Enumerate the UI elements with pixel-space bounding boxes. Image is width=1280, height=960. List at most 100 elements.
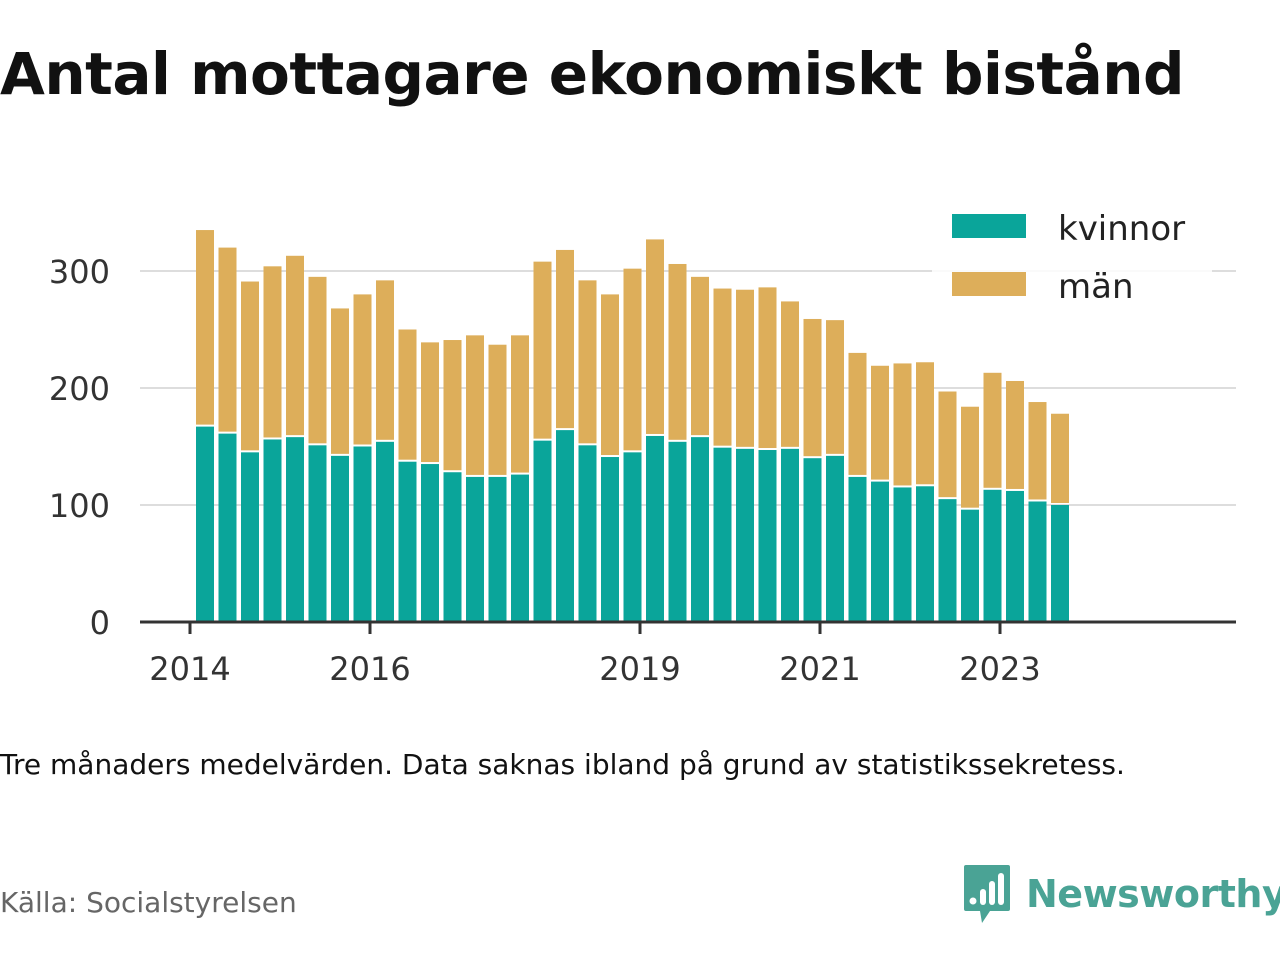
- legend-swatch-kvinnor: [952, 214, 1026, 238]
- bar-man: [983, 372, 1002, 488]
- bar-man: [668, 263, 687, 440]
- y-tick-label: 200: [49, 370, 110, 408]
- bar-kvinnor: [893, 487, 912, 622]
- x-tick-label: 2023: [959, 650, 1040, 688]
- x-tick-label: 2016: [329, 650, 410, 688]
- bar-man: [308, 276, 327, 444]
- y-tick-label: 300: [49, 253, 110, 291]
- x-tick-label: 2019: [599, 650, 680, 688]
- bar-kvinnor: [758, 450, 777, 622]
- bar-man: [916, 362, 934, 485]
- chart-title: Antal mottagare ekonomiskt bistånd: [0, 40, 1185, 108]
- bar-kvinnor: [803, 458, 822, 622]
- bar-kvinnor: [961, 509, 979, 622]
- x-axis-ticks: 2014 2016 2019 2021 2023: [149, 622, 1041, 688]
- bar-kvinnor: [533, 440, 552, 622]
- bar-kvinnor: [1006, 490, 1024, 622]
- bar-man: [398, 329, 417, 460]
- bar-kvinnor: [623, 452, 642, 622]
- brand-name: Newsworthy: [1026, 872, 1280, 916]
- bar-kvinnor: [241, 452, 259, 622]
- bar-kvinnor: [1028, 501, 1047, 622]
- newsworthy-logo-icon: [964, 865, 1010, 923]
- bar-kvinnor: [646, 435, 664, 622]
- bar-man: [1051, 413, 1069, 503]
- bar-kvinnor: [511, 474, 529, 622]
- bar-man: [601, 294, 619, 456]
- bar-kvinnor: [263, 439, 282, 622]
- chart-note: Tre månaders medelvärden. Data saknas ib…: [0, 748, 1125, 781]
- y-tick-label: 0: [90, 604, 110, 642]
- bar-man: [646, 239, 664, 434]
- bar-man: [781, 301, 799, 447]
- x-tick-label: 2014: [149, 650, 230, 688]
- bar-man: [196, 230, 214, 425]
- bar-kvinnor: [736, 448, 754, 622]
- bar-kvinnor: [983, 489, 1002, 622]
- bar-kvinnor: [466, 476, 484, 622]
- legend-label-man: män: [1058, 267, 1134, 307]
- bar-kvinnor: [376, 441, 394, 622]
- bar-kvinnor: [668, 441, 687, 622]
- bar-kvinnor: [353, 446, 372, 622]
- bar-kvinnor: [308, 445, 327, 622]
- bar-kvinnor: [331, 455, 349, 622]
- bar-man: [871, 365, 889, 480]
- bar-man: [848, 352, 867, 475]
- bar-man: [263, 266, 282, 438]
- bar-kvinnor: [916, 486, 934, 622]
- bar-man: [241, 281, 259, 451]
- bar-kvinnor: [781, 448, 799, 622]
- legend-swatch-man: [952, 272, 1026, 296]
- bar-kvinnor: [578, 445, 597, 622]
- bars: [196, 230, 1069, 622]
- bar-man: [578, 280, 597, 444]
- bar-man: [286, 255, 304, 436]
- bar-kvinnor: [1051, 505, 1069, 622]
- y-axis-ticks: 0 100 200 300: [49, 253, 110, 642]
- source-credit: Källa: Socialstyrelsen: [0, 886, 297, 919]
- bar-man: [826, 320, 844, 454]
- bar-man: [466, 335, 484, 475]
- bar-kvinnor: [848, 476, 867, 622]
- bar-man: [803, 318, 822, 457]
- bar-kvinnor: [826, 455, 844, 622]
- bar-kvinnor: [601, 457, 619, 622]
- bar-man: [758, 287, 777, 449]
- bar-man: [1006, 380, 1024, 489]
- bar-man: [353, 294, 372, 445]
- bar-kvinnor: [421, 464, 439, 622]
- bar-man: [376, 280, 394, 440]
- bar-man: [421, 342, 439, 463]
- bar-kvinnor: [556, 430, 574, 622]
- stacked-bar-chart: 0 100 200 300 2014 2016 2019 2021 2023 kvinnor m…: [48, 196, 1236, 688]
- bar-kvinnor: [691, 437, 709, 622]
- legend-label-kvinnor: kvinnor: [1058, 209, 1185, 249]
- bar-man: [961, 406, 979, 508]
- bar-man: [736, 289, 754, 447]
- y-tick-label: 100: [49, 487, 110, 525]
- bar-man: [691, 276, 709, 436]
- x-tick-label: 2021: [779, 650, 860, 688]
- bar-man: [511, 335, 529, 473]
- bar-man: [533, 261, 552, 439]
- bar-man: [893, 363, 912, 486]
- bar-man: [556, 249, 574, 429]
- bar-kvinnor: [713, 447, 732, 622]
- bar-man: [331, 308, 349, 454]
- bar-kvinnor: [398, 461, 417, 622]
- bar-kvinnor: [286, 437, 304, 622]
- bar-kvinnor: [196, 426, 214, 622]
- brand-logo: Newsworthy: [962, 862, 1280, 926]
- bar-man: [443, 340, 462, 471]
- bar-kvinnor: [218, 433, 237, 622]
- bar-man: [218, 247, 237, 432]
- bar-man: [938, 391, 957, 498]
- bar-man: [488, 344, 507, 475]
- legend: kvinnor män: [932, 196, 1212, 316]
- bar-kvinnor: [488, 476, 507, 622]
- bar-man: [623, 268, 642, 451]
- bar-kvinnor: [443, 472, 462, 622]
- bar-kvinnor: [938, 499, 957, 622]
- bar-man: [713, 288, 732, 446]
